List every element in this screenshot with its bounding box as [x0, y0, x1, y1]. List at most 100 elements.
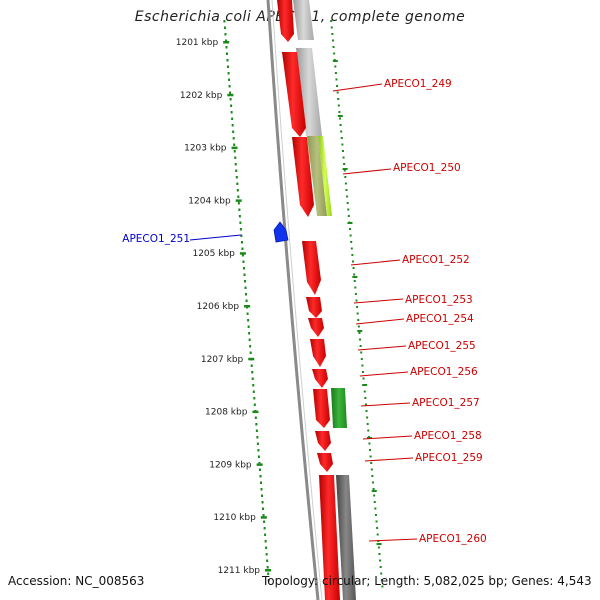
gene-label[interactable]: APECO1_249: [384, 78, 452, 90]
ruler-tick: [223, 41, 230, 44]
outer-dot: [337, 98, 340, 100]
gene-labels: APECO1_249 APECO1_250 APECO1_251 APECO1_252…: [122, 78, 486, 545]
ruler-dot: [224, 33, 227, 36]
outer-dot: [340, 137, 343, 139]
outer-dot: [354, 293, 357, 295]
ruler-dot: [249, 345, 252, 348]
gene-label[interactable]: APECO1_258: [414, 430, 482, 442]
ruler-dot: [255, 429, 258, 432]
gene-label[interactable]: APECO1_259: [415, 452, 483, 464]
outer-dot: [367, 429, 370, 432]
ruler-tick: [231, 146, 238, 150]
ruler-dot: [251, 377, 254, 380]
ruler-dot: [258, 468, 261, 471]
ruler-dot: [243, 273, 246, 276]
ruler-dot: [264, 533, 267, 536]
gene-red-257: [313, 389, 330, 428]
leader-line: [364, 457, 414, 462]
outer-dot: [334, 65, 337, 68]
outer-dot: [340, 130, 343, 133]
gene-green-257: [331, 388, 347, 428]
gene-label[interactable]: APECO1_255: [408, 340, 476, 352]
ruler-dot: [266, 566, 269, 569]
gene-label[interactable]: APECO1_251: [122, 233, 190, 245]
outer-tick: [337, 115, 343, 117]
gene-red-258: [315, 431, 331, 451]
gene-red-253: [306, 297, 322, 318]
outer-dot: [331, 39, 334, 42]
leader-line: [359, 371, 409, 377]
ruler-dot: [240, 241, 243, 244]
outer-tick: [357, 330, 363, 332]
outer-dot: [347, 208, 350, 211]
leader-line: [368, 538, 418, 542]
ruler-dot: [233, 143, 236, 146]
gene-label[interactable]: APECO1_254: [406, 313, 474, 325]
outer-dot: [374, 514, 377, 516]
accession-text: Accession: NC_008563: [8, 574, 145, 588]
ruler-dot: [230, 111, 233, 114]
gene-red-259: [317, 453, 333, 472]
outer-dot: [365, 410, 368, 412]
gene-red-a: [282, 52, 306, 137]
outer-tick: [366, 437, 372, 439]
ruler-dot: [242, 267, 245, 270]
ruler-label: 1211 kbp: [218, 566, 261, 576]
ruler-dot: [251, 371, 254, 374]
ruler-label: 1204 kbp: [188, 196, 231, 206]
outer-dot: [369, 455, 372, 458]
outer-dot: [337, 104, 340, 107]
outer-dot: [351, 254, 354, 256]
outer-dot: [350, 241, 353, 243]
outer-dot: [345, 189, 348, 191]
outer-tick: [352, 276, 358, 278]
ruler-dot: [259, 475, 262, 478]
ruler-dot: [242, 260, 245, 263]
ruler-dot: [236, 182, 239, 185]
ruler-dot: [228, 85, 231, 88]
outer-dot: [373, 494, 376, 497]
outer-dot: [355, 299, 358, 302]
outer-dot: [331, 33, 334, 35]
ruler-dot: [257, 455, 260, 458]
gene-label[interactable]: APECO1_250: [393, 162, 461, 174]
ruler-dot: [260, 488, 263, 491]
gene-label[interactable]: APECO1_253: [405, 294, 473, 306]
ruler-dot: [247, 319, 250, 322]
ruler-dot: [261, 494, 264, 497]
ruler-dot: [250, 364, 253, 367]
outer-dot: [372, 488, 375, 490]
ruler-dot: [232, 130, 235, 133]
ruler-dot: [248, 332, 251, 335]
ruler-dot: [253, 397, 256, 400]
ruler-dot: [263, 520, 266, 523]
outer-dot: [359, 345, 362, 347]
outer-dot: [351, 260, 354, 263]
ruler-dot: [228, 78, 231, 81]
outer-dot: [366, 416, 369, 419]
ruler-dot: [258, 462, 261, 465]
gene-red-254: [308, 318, 324, 337]
ruler-tick: [235, 199, 242, 202]
ruler-dot: [229, 98, 232, 101]
ruler-dot: [227, 72, 230, 75]
outer-dot: [377, 546, 380, 549]
gene-label[interactable]: APECO1_252: [402, 254, 470, 266]
ruler-dot: [244, 286, 247, 289]
gene-label[interactable]: APECO1_256: [410, 366, 478, 378]
outer-dot: [343, 163, 346, 165]
gene-label[interactable]: APECO1_260: [419, 533, 487, 545]
outer-dot: [341, 150, 344, 152]
outer-dot: [339, 124, 342, 126]
genome-summary-text: Topology: circular; Length: 5,082,025 bp…: [262, 574, 592, 588]
outer-dot: [373, 501, 376, 503]
outer-dot: [356, 312, 359, 315]
gene-red-256: [312, 369, 328, 388]
gene-label[interactable]: APECO1_257: [412, 397, 480, 409]
outer-tick: [332, 60, 338, 62]
outer-dot: [354, 286, 357, 289]
outer-dot: [343, 169, 346, 172]
ruler-label: 1205 kbp: [192, 249, 235, 259]
ruler-dot: [252, 384, 255, 387]
outer-dot: [379, 566, 382, 568]
